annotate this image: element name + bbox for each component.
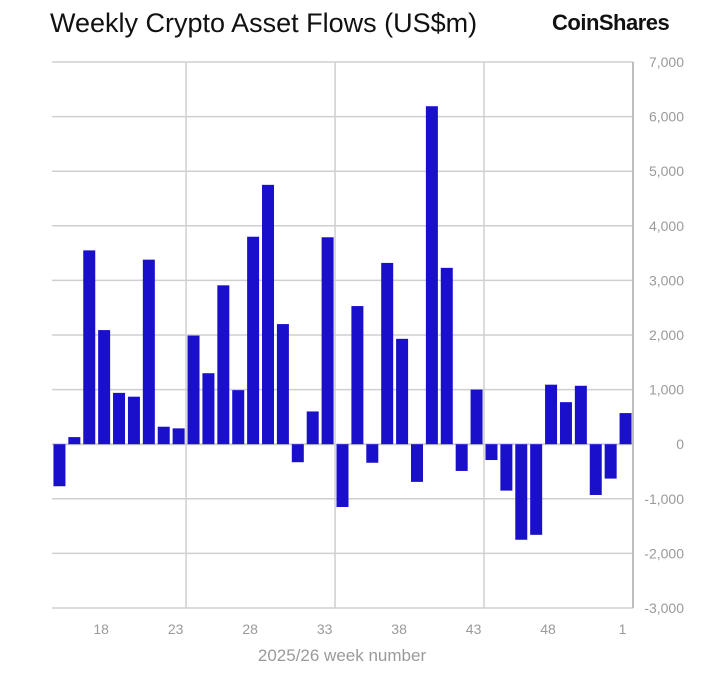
bar-week-28 bbox=[247, 236, 260, 445]
bar-week-31 bbox=[291, 444, 304, 463]
bar-week-17 bbox=[83, 250, 96, 445]
bar-week-33 bbox=[321, 237, 334, 445]
bar-week-24 bbox=[187, 335, 200, 445]
bar-week-43 bbox=[470, 389, 483, 445]
bar-week-27 bbox=[232, 390, 245, 445]
y-tick-label: 6,000 bbox=[649, 109, 684, 125]
bar-week-15 bbox=[53, 444, 66, 487]
bar-week-45 bbox=[500, 444, 513, 491]
x-tick-label: 23 bbox=[168, 621, 184, 637]
gridlines bbox=[52, 61, 633, 609]
bar-week-52 bbox=[604, 444, 617, 479]
bar-week-44 bbox=[485, 444, 498, 461]
bar-week-47 bbox=[530, 444, 543, 535]
x-tick-label: 18 bbox=[93, 621, 109, 637]
coinshares-logo: CoinShares bbox=[552, 10, 670, 35]
y-tick-label: 5,000 bbox=[649, 163, 684, 179]
bar-week-18 bbox=[98, 330, 111, 445]
bar-week-30 bbox=[276, 324, 289, 445]
bar-week-50 bbox=[574, 385, 587, 445]
chart-title: Weekly Crypto Asset Flows (US$m) bbox=[50, 8, 478, 38]
bar-week-23 bbox=[172, 428, 185, 445]
x-tick-label: 1 bbox=[619, 621, 627, 637]
y-tick-label: 4,000 bbox=[649, 218, 684, 234]
x-tick-label: 48 bbox=[540, 621, 556, 637]
bar-week-46 bbox=[515, 444, 528, 540]
bar-week-26 bbox=[217, 285, 230, 445]
y-tick-label: 0 bbox=[676, 436, 684, 452]
y-tick-label: 2,000 bbox=[649, 327, 684, 343]
bar-week-19 bbox=[113, 392, 126, 445]
y-tick-label: 3,000 bbox=[649, 272, 684, 288]
bar-week-42 bbox=[455, 444, 468, 471]
bar-week-39 bbox=[410, 444, 423, 482]
x-tick-label: 43 bbox=[466, 621, 482, 637]
axes: -3,000 -2,000 -1,000 0 1,000 2,000 3,000 4,000 5… bbox=[93, 54, 684, 637]
bar-week-32 bbox=[306, 411, 319, 445]
bar-week-29 bbox=[262, 184, 275, 445]
bar-week-48 bbox=[545, 384, 558, 445]
y-tick-label: 7,000 bbox=[649, 54, 684, 70]
x-tick-label: 28 bbox=[242, 621, 258, 637]
bar-week-25 bbox=[202, 373, 215, 445]
bar-week-21 bbox=[142, 259, 155, 445]
bar-week-37 bbox=[381, 262, 394, 445]
x-tick-label: 38 bbox=[391, 621, 407, 637]
bar-week-34 bbox=[336, 444, 349, 507]
bar-week-36 bbox=[366, 444, 379, 463]
bars bbox=[53, 106, 632, 540]
y-tick-label: -1,000 bbox=[644, 491, 684, 507]
bar-week-49 bbox=[559, 402, 572, 445]
bar-week-35 bbox=[351, 306, 364, 445]
x-tick-label: 33 bbox=[317, 621, 333, 637]
bar-week-41 bbox=[440, 267, 453, 445]
bar-week-16 bbox=[68, 437, 81, 445]
bar-week-51 bbox=[589, 444, 602, 495]
bar-week-40 bbox=[425, 106, 438, 445]
y-tick-label: 1,000 bbox=[649, 382, 684, 398]
y-tick-label: -2,000 bbox=[644, 545, 684, 561]
x-axis-label: 2025/26 week number bbox=[258, 646, 427, 665]
bar-week-38 bbox=[396, 338, 409, 445]
bar-week-20 bbox=[127, 396, 140, 445]
bar-week-22 bbox=[157, 426, 170, 445]
bar-week-1 bbox=[619, 413, 632, 445]
y-tick-label: -3,000 bbox=[644, 600, 684, 616]
